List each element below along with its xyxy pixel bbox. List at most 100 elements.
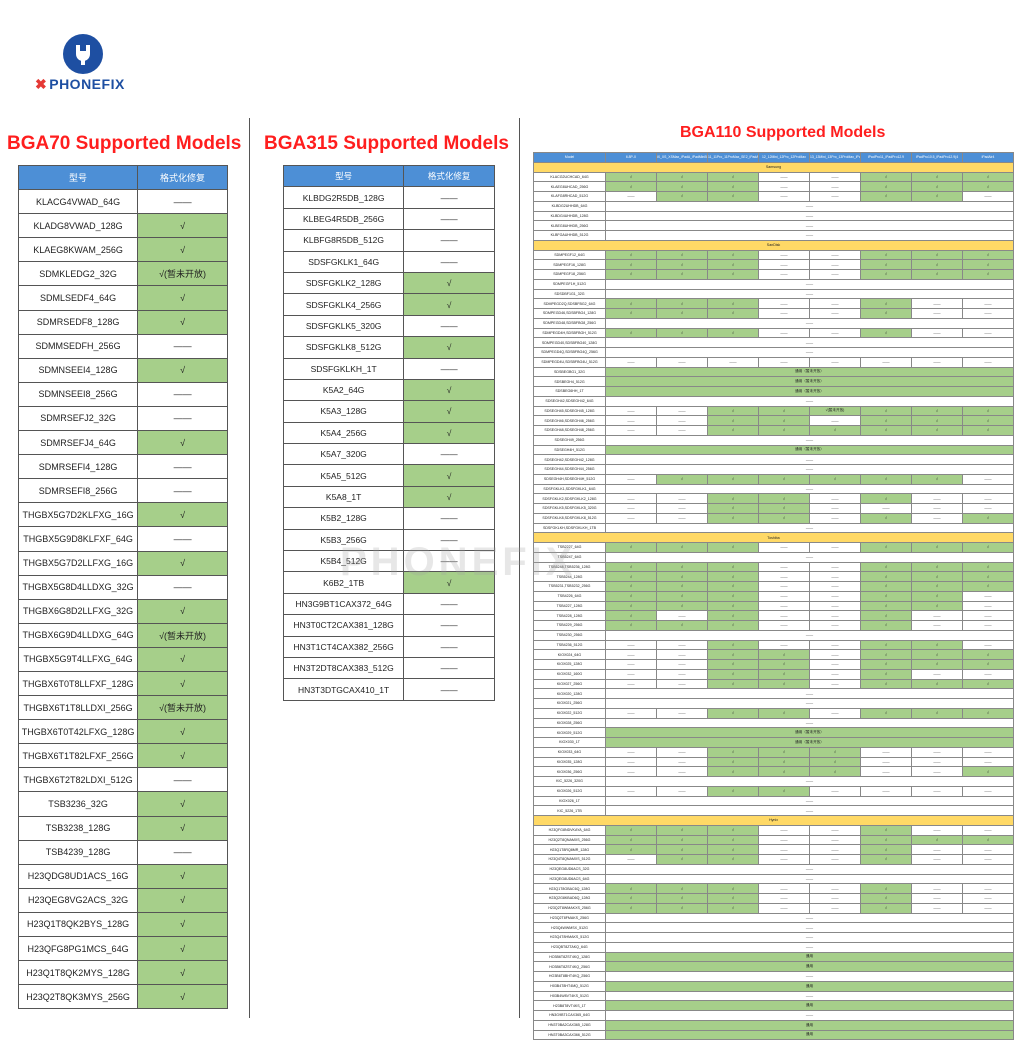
support-cell: √	[860, 844, 912, 855]
table-row: SDMPEGF1H_512G ——	[533, 278, 1014, 290]
support-cell: √	[911, 581, 963, 592]
table-row: KIOX032_160G —— —— √ √ —— √ —— ——	[533, 668, 1014, 680]
table-row: TSB4230_256G ——	[533, 629, 1014, 641]
model-cell: SDSDBF1G1_32G	[533, 288, 606, 300]
section-label: SanDisk	[533, 239, 1014, 251]
support-cell: ——	[758, 893, 810, 904]
model-cell: K5A3_128G	[282, 400, 405, 423]
support-cell: ——	[137, 381, 228, 407]
merged-support-cell: ——	[605, 629, 1014, 641]
merged-support-cell: ——	[605, 805, 1014, 816]
table-row: KIOX027_256G —— —— √ √ —— √ √ √	[533, 678, 1014, 690]
support-cell: ——	[809, 503, 861, 514]
support-cell: ——	[809, 561, 861, 573]
table-row: KLBEG8UHHDB_256G ——	[533, 220, 1014, 231]
support-cell: √	[911, 425, 963, 436]
support-cell: ——	[758, 883, 810, 894]
support-cell: √	[707, 902, 759, 914]
support-cell: √	[656, 473, 708, 485]
model-cell: H23Q4T8QNAMXS_512G	[533, 854, 606, 865]
support-cell: ——	[758, 902, 810, 914]
support-cell: √	[137, 815, 228, 841]
support-cell: √	[911, 659, 963, 670]
support-cell: √	[707, 620, 759, 631]
support-cell: √	[860, 327, 912, 339]
support-cell: √	[707, 649, 759, 660]
table-row: SDMRSEFI4_128G ——	[17, 454, 228, 480]
section-label: Hynix	[533, 815, 1014, 826]
support-cell: ——	[860, 356, 912, 368]
support-cell: ——	[656, 356, 708, 368]
support-cell: ——	[962, 756, 1014, 768]
support-cell: √	[962, 405, 1014, 417]
table-row: TSB4226_64G √ √ √ —— —— √ √ ——	[533, 590, 1014, 602]
support-cell: √	[860, 639, 912, 651]
table-row: H23QBT8ZTAKQ_64G ——	[533, 941, 1014, 953]
support-cell: ——	[707, 356, 759, 368]
support-cell: ——	[137, 767, 228, 793]
support-cell: ——	[137, 526, 228, 552]
merged-support-cell: 通用	[605, 1000, 1014, 1011]
support-cell: √	[137, 863, 228, 889]
model-cell: THGBX6T1T82LFXF_256G	[17, 743, 139, 769]
table-row: H23Q4WWMSX_512G ——	[533, 922, 1014, 933]
support-cell: ——	[403, 314, 495, 338]
table-row: SDMRSEFJ4_64G √	[17, 430, 228, 456]
merged-support-cell: ——	[605, 347, 1014, 358]
support-cell: ——	[911, 766, 963, 777]
model-cell: THGBX5G9T4LLFXG_64G	[17, 646, 139, 672]
bga315-table: 型号 格式化修复 KLBDG2R5DB_128G —— KLBEG4R5DB_256G —…	[282, 164, 495, 701]
column-header: 13_13Mini_13Pro_13ProMax_iPadMini6	[809, 152, 861, 163]
table-row: TSB4227_128G √ √ √ —— —— √ √ ——	[533, 600, 1014, 612]
support-cell: ——	[962, 746, 1014, 758]
support-cell: ——	[911, 854, 963, 865]
model-cell: K5A4_256G	[282, 421, 405, 445]
model-cell: H23QEG8UD6ACS_32G	[533, 863, 606, 875]
support-cell: ——	[809, 824, 861, 836]
support-cell: ——	[758, 581, 810, 592]
support-cell: √	[137, 984, 228, 1010]
table-row: K5A5_512G √	[282, 464, 495, 487]
model-cell: SDMPEGD40,SDSBFBG40_128G	[533, 337, 606, 348]
support-cell: √(暂未开放)	[137, 622, 228, 648]
table-row: SDSEGH48,SDSEGH48_256G —— —— √ √ √ √ √ √	[533, 425, 1014, 436]
support-cell: ——	[809, 883, 861, 894]
table-row: SDMPEGF16_128G √ √ √ —— —— √ √ √	[533, 259, 1014, 270]
support-cell: ——	[809, 590, 861, 602]
table-row: TSB3238_128G √	[17, 815, 228, 841]
model-cell: KLAFG8RHCAD_512G	[533, 191, 606, 202]
support-cell: ——	[656, 425, 708, 436]
model-cell: KLACG4VWAD_64G	[17, 189, 139, 215]
support-cell: √	[758, 405, 810, 417]
support-cell: √	[403, 336, 495, 359]
support-cell: √	[860, 902, 912, 914]
model-cell: KLBDG2UHHDB_64G	[533, 200, 606, 212]
table-row: SDSFGKLK8,SDSFGKLK8_512G —— —— √ √ —— √ —— √	[533, 512, 1014, 524]
table-row: KLAEG8KWAM_256G √	[17, 237, 228, 263]
section-row: SanDisk	[533, 239, 1014, 251]
support-cell: √	[403, 400, 495, 423]
table-row: K5A4_256G √	[282, 421, 495, 445]
support-cell: ——	[605, 405, 657, 417]
support-cell: √	[656, 542, 708, 553]
support-cell: ——	[656, 405, 708, 417]
support-cell: ——	[758, 639, 810, 651]
support-cell: √	[707, 191, 759, 202]
table-row: HO3B6T8ZST4KQ_128G 通用	[533, 951, 1014, 963]
model-cell: KIOX021_256G	[533, 698, 606, 709]
table-row: KLBDG2R5DB_128G ——	[282, 186, 495, 209]
table-row: TSB4239_128G ——	[17, 839, 228, 865]
table-row: KIOX021_256G ——	[533, 698, 1014, 709]
support-cell: ——	[962, 191, 1014, 202]
column-header: iX_XS_XSMax_iPadA_iPadMini5_iPadAir3	[656, 152, 708, 163]
support-cell: √	[403, 378, 495, 402]
support-cell: √	[403, 464, 495, 487]
support-cell: ——	[809, 249, 861, 261]
model-cell: THGBX6T1T8LLDXI_256G	[17, 695, 139, 721]
model-cell: SDMPEGD4U,SDSBFBG4U_512G	[533, 356, 606, 368]
support-cell: ——	[860, 746, 912, 758]
support-cell: ——	[911, 512, 963, 524]
model-cell: SDSEGH45,SDSEGH45_128G	[533, 405, 606, 417]
support-cell: ——	[758, 590, 810, 602]
support-cell: √	[860, 854, 912, 865]
